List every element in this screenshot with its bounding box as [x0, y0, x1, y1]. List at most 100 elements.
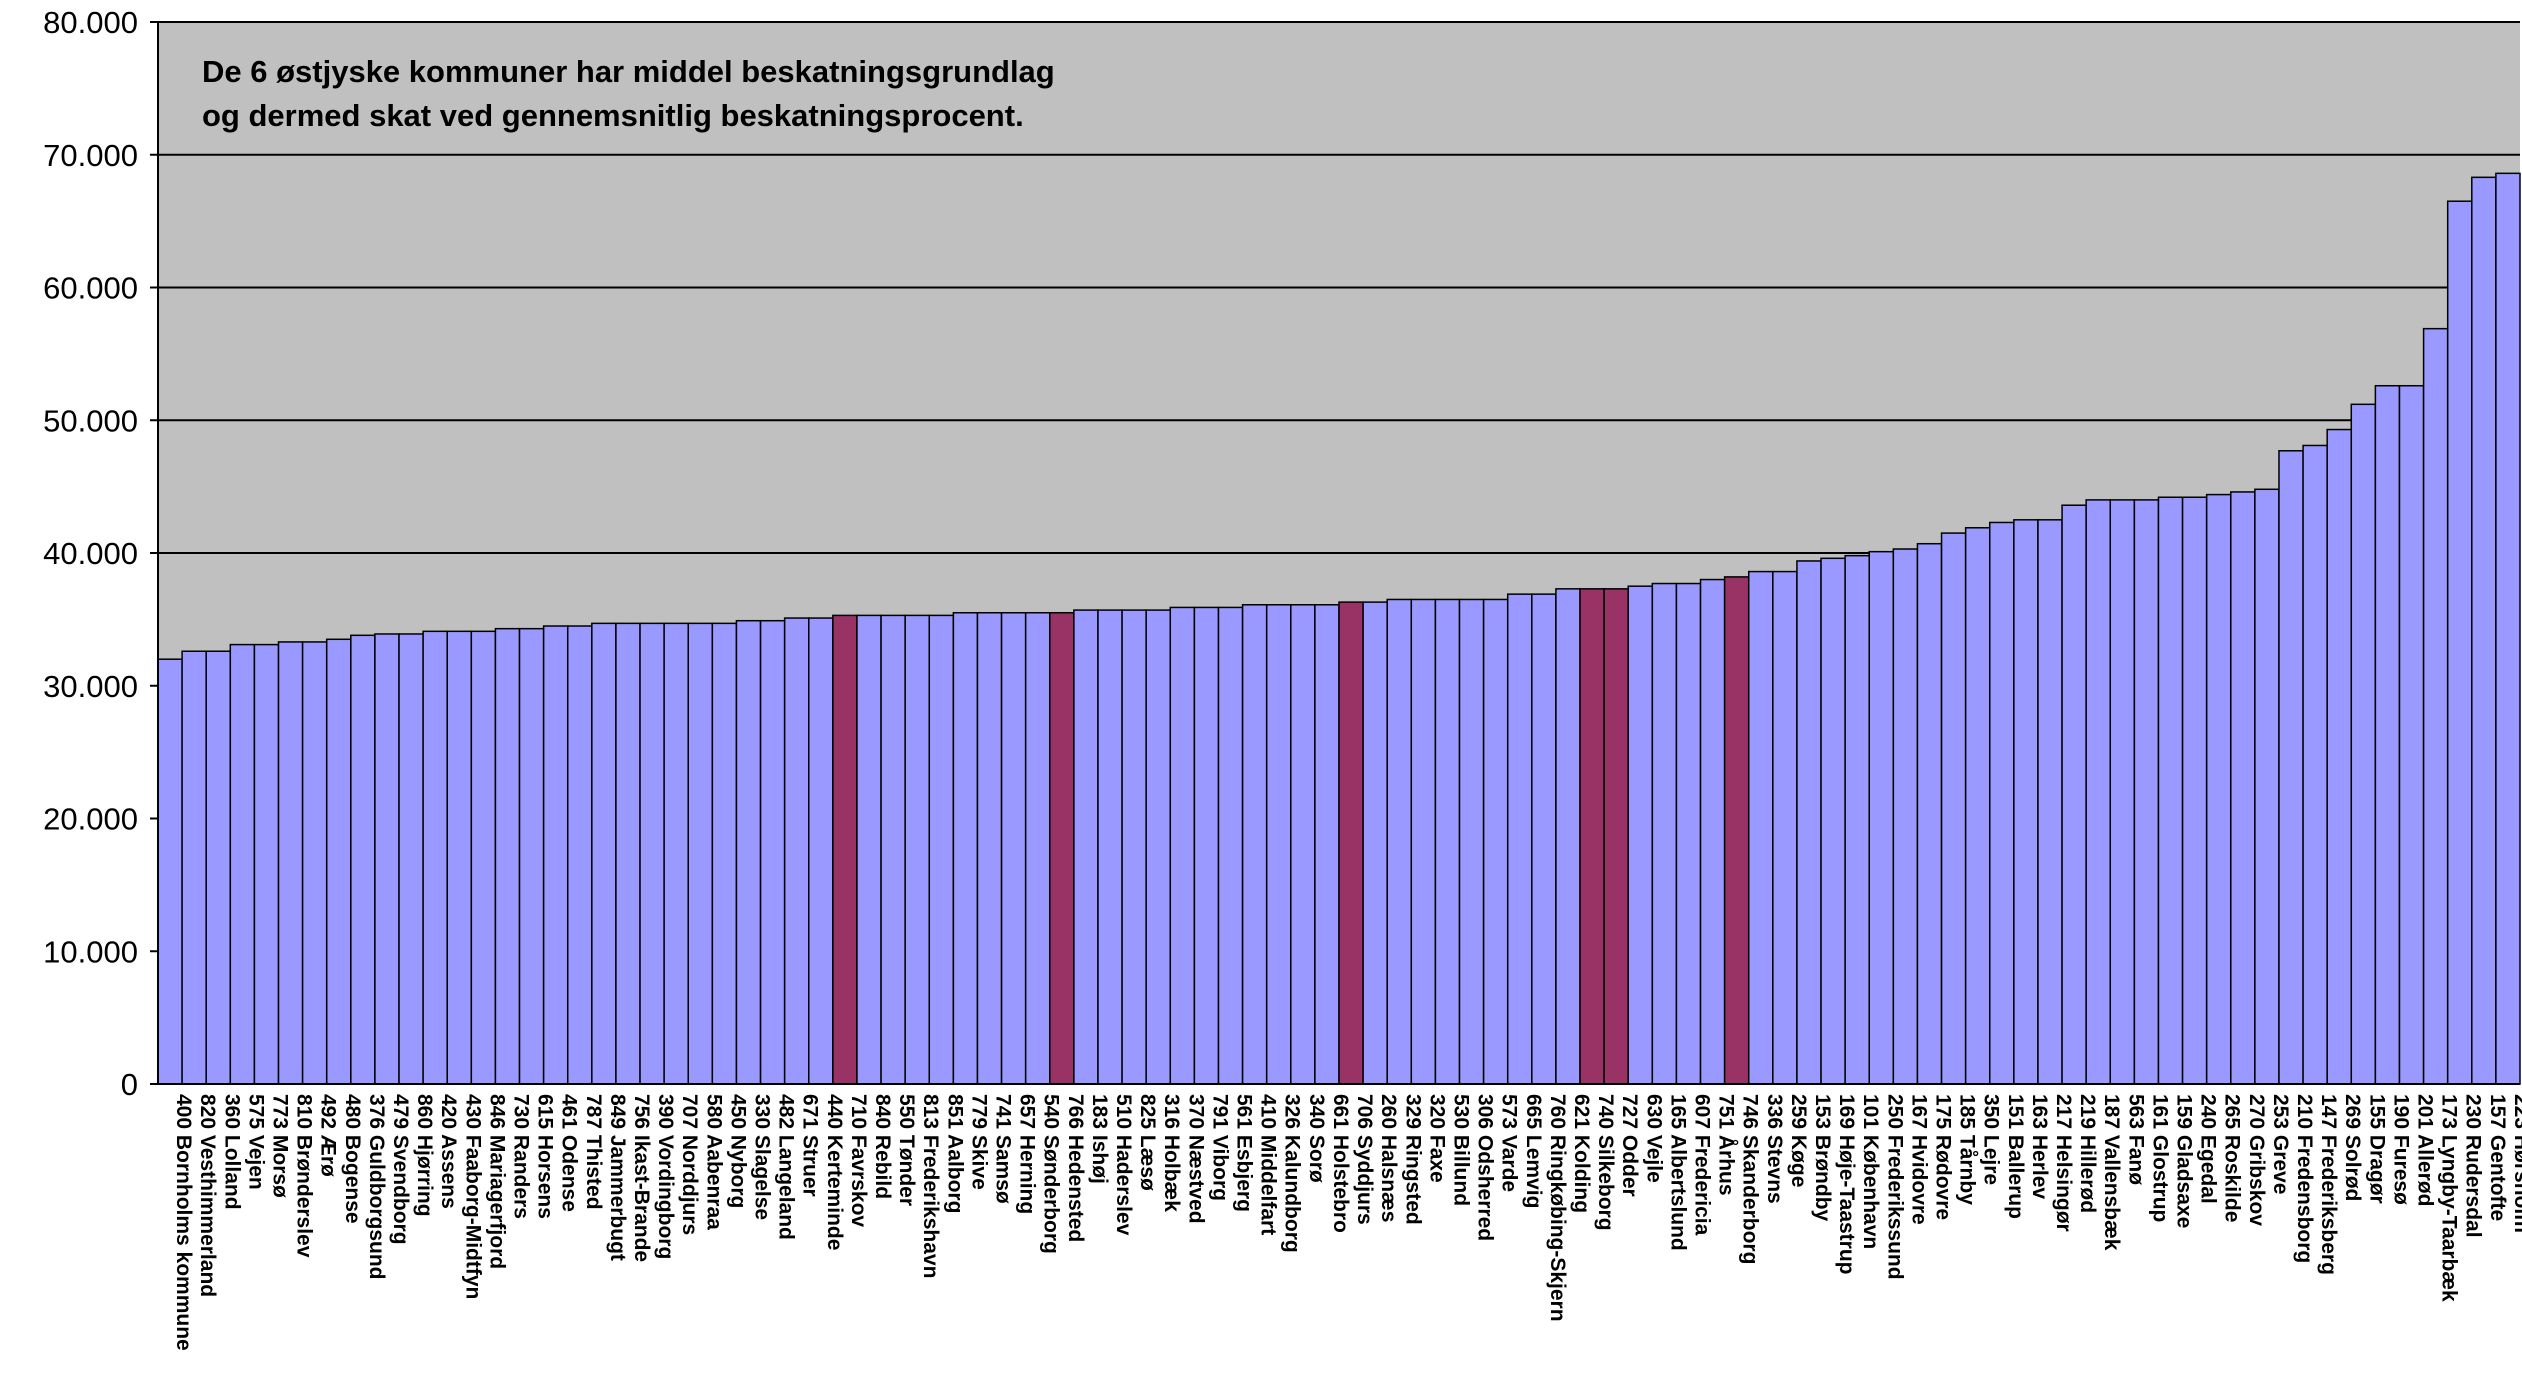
bar [2374, 384, 2401, 1085]
x-tick-label: 159 Gladsaxe [2173, 1094, 2196, 1228]
bar-highlighted [1723, 576, 1750, 1085]
x-tick-label: 147 Frederiksberg [2317, 1094, 2340, 1275]
x-tick-label: 201 Allerød [2414, 1094, 2437, 1206]
x-tick-label: 390 Vordingborg [654, 1094, 677, 1259]
bar [2495, 172, 2521, 1085]
x-tick-label: 751 Århus [1715, 1094, 1739, 1196]
bar [615, 622, 641, 1085]
bar [2085, 499, 2112, 1085]
x-tick-label: 621 Kolding [1570, 1094, 1593, 1213]
x-tick-label: 253 Greve [2269, 1094, 2292, 1194]
x-tick-label: 169 Høje-Taastrup [1835, 1094, 1858, 1275]
x-tick-label: 270 Gribskov [2245, 1094, 2268, 1226]
x-tick-label: 370 Næstved [1184, 1094, 1207, 1224]
x-tick-label: 329 Ringsted [1401, 1094, 1424, 1225]
bar [1169, 606, 1196, 1085]
bar [494, 627, 521, 1085]
y-tick-label: 40.000 [43, 536, 138, 571]
bar [591, 622, 617, 1085]
bar [470, 630, 497, 1085]
bar [2013, 519, 2039, 1085]
bar [808, 617, 834, 1085]
x-tick-label: 787 Thisted [582, 1094, 605, 1210]
x-tick-label: 580 Aabenraa [702, 1094, 725, 1230]
bar [1651, 582, 1678, 1085]
x-tick-label: 101 København [1859, 1094, 1882, 1249]
annotation-line-1: De 6 østjyske kommuner har middel beskat… [202, 54, 1055, 89]
x-tick-label: 573 Varde [1498, 1094, 1521, 1192]
bar [1844, 554, 1870, 1085]
x-tick-label: 746 Skanderborg [1739, 1094, 1762, 1264]
x-tick-label: 707 Norddjurs [678, 1094, 701, 1235]
x-tick-label: 400 Bornholms kommune [172, 1094, 195, 1351]
bar [2181, 496, 2208, 1085]
bar [1217, 606, 1244, 1085]
x-tick-label: 756 Ikast-Brande [630, 1094, 653, 1262]
x-tick-label: 760 Ringkøbing-Skjern [1546, 1094, 1569, 1322]
bar [398, 633, 424, 1085]
x-tick-label: 219 Hillerød [2076, 1094, 2099, 1213]
bar [1314, 604, 1340, 1085]
x-tick-label: 175 Rødovre [1932, 1094, 1955, 1220]
bar [374, 633, 400, 1085]
bar [1964, 527, 1991, 1085]
x-tick-label: 223 Hørsholm [2510, 1094, 2522, 1233]
bar [2350, 403, 2377, 1085]
bar [735, 619, 762, 1085]
bar [928, 614, 955, 1085]
bar [422, 630, 448, 1085]
x-tick-label: 540 Sønderborg [1040, 1094, 1063, 1254]
bar [2061, 504, 2087, 1085]
x-tick-label: 259 Køge [1787, 1094, 1810, 1187]
bar [904, 614, 931, 1085]
bar [1627, 585, 1654, 1085]
x-tick-label: 773 Morsø [268, 1094, 291, 1198]
x-tick-label: 730 Randers [509, 1094, 532, 1219]
x-tick-label: 260 Halsnæs [1377, 1094, 1400, 1222]
bar [1868, 550, 1895, 1085]
x-tick-label: 161 Glostrup [2148, 1094, 2171, 1222]
bar [1434, 598, 1461, 1085]
x-tick-label: 482 Langeland [775, 1094, 798, 1240]
x-tick-label: 153 Brøndby [1811, 1094, 1834, 1222]
x-tick-label: 360 Lolland [220, 1094, 243, 1210]
y-tick-label: 10.000 [43, 934, 138, 969]
bar [2037, 519, 2063, 1085]
x-tick-label: 779 Skive [967, 1094, 990, 1190]
x-tick-label: 157 Gentofte [2486, 1094, 2509, 1221]
x-tick-label: 630 Vejle [1642, 1094, 1665, 1183]
bar [325, 638, 352, 1085]
bar [2398, 384, 2425, 1085]
bar [1241, 604, 1268, 1085]
bar [446, 630, 473, 1085]
bar [1892, 548, 1919, 1085]
x-tick-label: 741 Samsø [992, 1094, 1015, 1204]
bar [1145, 609, 1172, 1085]
bar-highlighted [1603, 588, 1629, 1085]
bar [880, 614, 906, 1085]
x-tick-label: 615 Horsens [534, 1094, 557, 1219]
x-tick-label: 155 Dragør [2365, 1094, 2388, 1204]
bar [566, 625, 593, 1085]
annotation-line-2: og dermed skat ved gennemsnitlig beskatn… [202, 98, 1024, 133]
x-tick-label: 846 Mariagerfjord [485, 1094, 508, 1269]
x-tick-label: 849 Jammerbugt [606, 1094, 629, 1261]
x-tick-label: 165 Albertslund [1666, 1094, 1689, 1251]
bar [2205, 493, 2232, 1085]
x-tick-label: 210 Fredensborg [2293, 1094, 2316, 1263]
x-tick-label: 461 Odense [558, 1094, 581, 1212]
bar [1772, 570, 1798, 1085]
x-tick-label: 326 Kalundborg [1281, 1094, 1304, 1253]
bar [2254, 488, 2280, 1085]
bar [350, 634, 376, 1085]
x-tick-label: 230 Rudersdal [2462, 1094, 2485, 1238]
x-tick-label: 860 Hjørring [413, 1094, 436, 1217]
x-tick-label: 727 Odder [1618, 1094, 1641, 1197]
bar [1458, 598, 1485, 1085]
x-tick-label: 430 Faaborg-Midtfyn [461, 1094, 484, 1299]
bar [1290, 604, 1316, 1085]
x-tick-label: 167 Hvidovre [1907, 1094, 1930, 1225]
y-tick-label: 50.000 [43, 403, 138, 438]
x-tick-label: 480 Bogense [341, 1094, 364, 1224]
